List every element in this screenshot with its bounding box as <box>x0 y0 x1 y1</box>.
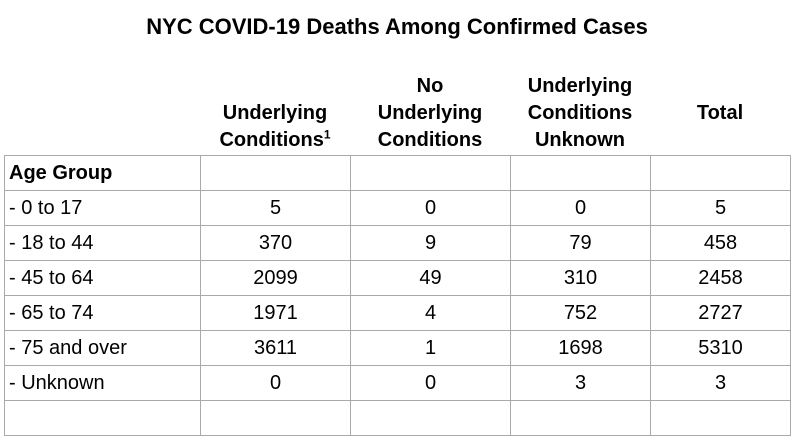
value-cell: 3611 <box>200 330 351 366</box>
value-cell: 9 <box>350 225 511 261</box>
header-line: Underlying <box>377 102 483 124</box>
table-row: - 18 to 44 370 9 79 458 <box>4 225 791 261</box>
value-cell: 5310 <box>650 330 791 366</box>
header-line: Conditions <box>527 102 633 124</box>
table-row: - 0 to 17 5 0 0 5 <box>4 190 791 226</box>
value-cell: 2727 <box>650 295 791 331</box>
header-line: Total <box>696 102 744 124</box>
header-line: Conditions <box>377 129 483 151</box>
value-cell: 5 <box>200 190 351 226</box>
value-cell: 3 <box>510 365 651 401</box>
value-cell: 752 <box>510 295 651 331</box>
empty-cell <box>350 400 511 436</box>
value-cell: 1 <box>350 330 511 366</box>
value-cell: 5 <box>650 190 791 226</box>
header-line: Conditions <box>219 129 324 151</box>
empty-cell <box>510 155 651 191</box>
row-label: - 75 and over <box>4 330 201 366</box>
header-line: Unknown <box>534 129 625 151</box>
empty-cell <box>350 155 511 191</box>
value-cell: 49 <box>350 260 511 296</box>
row-label: - Unknown <box>4 365 201 401</box>
value-cell: 0 <box>510 190 651 226</box>
header-line: No <box>416 75 444 97</box>
column-header-conditions-unknown: Underlying Conditions Unknown <box>510 64 650 154</box>
value-cell: 1698 <box>510 330 651 366</box>
value-cell: 0 <box>200 365 351 401</box>
value-cell: 79 <box>510 225 651 261</box>
value-cell: 0 <box>350 190 511 226</box>
value-cell: 4 <box>350 295 511 331</box>
value-cell: 458 <box>650 225 791 261</box>
table-row: - Unknown 0 0 3 3 <box>4 365 791 401</box>
table-row: - 45 to 64 2099 49 310 2458 <box>4 260 791 296</box>
table-title: NYC COVID-19 Deaths Among Confirmed Case… <box>146 14 648 39</box>
deaths-table: Age Group - 0 to 17 5 0 0 5- 18 to 44 370 9 79 4… <box>4 155 791 436</box>
row-label: - 45 to 64 <box>4 260 201 296</box>
empty-cell <box>650 400 791 436</box>
empty-cell <box>200 155 351 191</box>
column-header-total: Total <box>650 64 790 127</box>
value-cell: 2099 <box>200 260 351 296</box>
table-row-partial <box>4 400 791 436</box>
row-label: - 65 to 74 <box>4 295 201 331</box>
header-line: Underlying <box>222 102 328 124</box>
empty-cell <box>4 400 201 436</box>
value-cell: 2458 <box>650 260 791 296</box>
value-cell: 310 <box>510 260 651 296</box>
row-label: - 0 to 17 <box>4 190 201 226</box>
empty-cell <box>200 400 351 436</box>
group-header-row: Age Group <box>4 155 791 191</box>
table-row: - 75 and over 3611 1 1698 5310 <box>4 330 791 366</box>
value-cell: 0 <box>350 365 511 401</box>
footnote-marker: 1 <box>323 127 331 142</box>
value-cell: 3 <box>650 365 791 401</box>
value-cell: 370 <box>200 225 351 261</box>
group-label: Age Group <box>4 155 201 191</box>
header-line: Underlying <box>527 75 633 97</box>
value-cell: 1971 <box>200 295 351 331</box>
table-row: - 65 to 74 1971 4 752 2727 <box>4 295 791 331</box>
empty-cell <box>650 155 791 191</box>
row-label: - 18 to 44 <box>4 225 201 261</box>
column-header-underlying-conditions: Underlying Conditions1 <box>200 64 350 154</box>
column-header-no-underlying-conditions: No Underlying Conditions <box>350 64 510 154</box>
empty-cell <box>510 400 651 436</box>
